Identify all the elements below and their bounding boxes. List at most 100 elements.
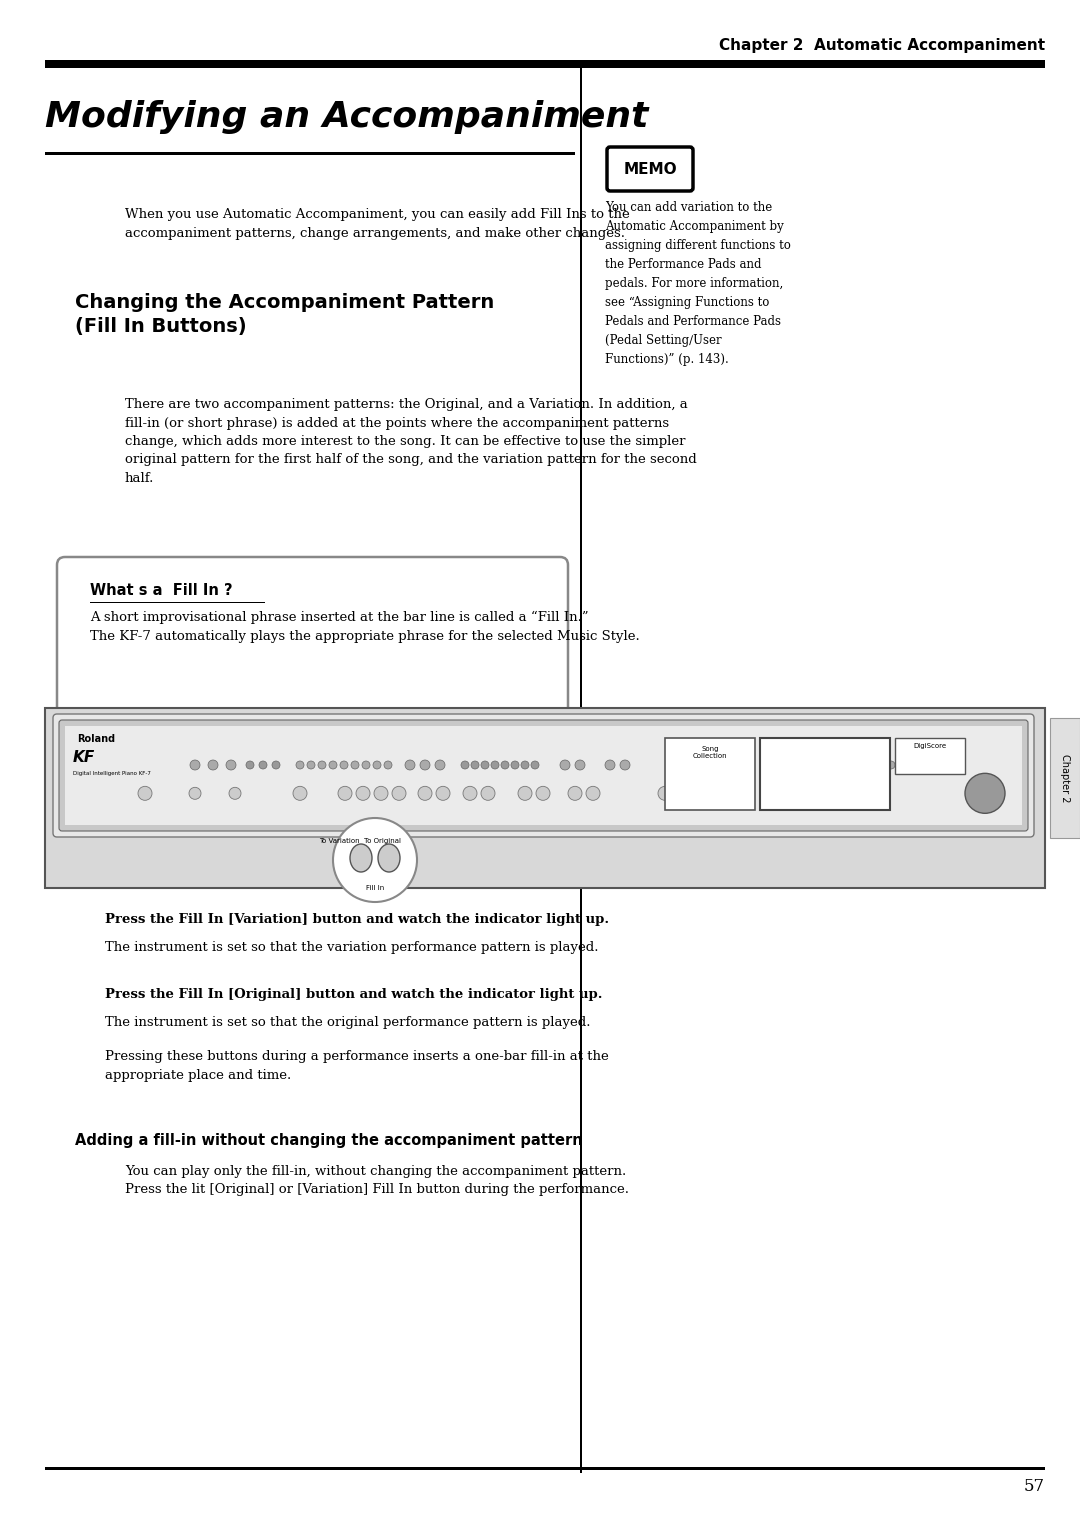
Text: You can add variation to the
Automatic Accompaniment by
assigning different func: You can add variation to the Automatic A… xyxy=(605,202,791,367)
Bar xyxy=(580,69,582,1473)
Text: Digital Intelligent Piano KF-7: Digital Intelligent Piano KF-7 xyxy=(73,772,151,776)
Circle shape xyxy=(374,787,388,801)
Text: Changing the Accompaniment Pattern
(Fill In Buttons): Changing the Accompaniment Pattern (Fill… xyxy=(75,293,495,336)
Circle shape xyxy=(189,787,201,799)
Bar xyxy=(45,60,1045,69)
Circle shape xyxy=(307,761,315,769)
Circle shape xyxy=(259,761,267,769)
Circle shape xyxy=(373,761,381,769)
Text: Song
Collection: Song Collection xyxy=(692,746,727,759)
Text: The instrument is set so that the variation performance pattern is played.: The instrument is set so that the variat… xyxy=(105,941,598,953)
Text: You can play only the fill-in, without changing the accompaniment pattern.
Press: You can play only the fill-in, without c… xyxy=(125,1164,629,1196)
Text: Fill In: Fill In xyxy=(366,885,384,891)
Circle shape xyxy=(491,761,499,769)
Text: Press the Fill In [Variation] button and watch the indicator light up.: Press the Fill In [Variation] button and… xyxy=(105,914,609,926)
Circle shape xyxy=(511,761,519,769)
Ellipse shape xyxy=(350,843,372,872)
Circle shape xyxy=(909,761,917,769)
Bar xyxy=(65,726,1022,825)
Text: 57: 57 xyxy=(1024,1478,1045,1494)
Circle shape xyxy=(605,759,615,770)
Circle shape xyxy=(208,759,218,770)
Circle shape xyxy=(851,761,859,769)
Circle shape xyxy=(575,759,585,770)
Text: Chapter 2  Automatic Accompaniment: Chapter 2 Automatic Accompaniment xyxy=(719,38,1045,53)
Circle shape xyxy=(521,761,529,769)
Circle shape xyxy=(761,761,769,769)
Circle shape xyxy=(351,761,359,769)
Circle shape xyxy=(296,761,303,769)
Text: MEMO: MEMO xyxy=(623,162,677,177)
Circle shape xyxy=(481,787,495,801)
Circle shape xyxy=(501,761,509,769)
Circle shape xyxy=(436,787,450,801)
Circle shape xyxy=(701,761,708,769)
Circle shape xyxy=(941,761,949,769)
Bar xyxy=(45,1467,1045,1470)
Circle shape xyxy=(329,761,337,769)
Text: The instrument is set so that the original performance pattern is played.: The instrument is set so that the origin… xyxy=(105,1016,591,1028)
Circle shape xyxy=(931,761,939,769)
Circle shape xyxy=(293,787,307,801)
Text: Adding a fill-in without changing the accompaniment pattern: Adding a fill-in without changing the ac… xyxy=(75,1132,583,1148)
Circle shape xyxy=(518,787,532,801)
Circle shape xyxy=(561,759,570,770)
Circle shape xyxy=(816,761,824,769)
Circle shape xyxy=(463,787,477,801)
Circle shape xyxy=(887,761,895,769)
Circle shape xyxy=(340,761,348,769)
Circle shape xyxy=(805,761,813,769)
Text: Modifying an Accompaniment: Modifying an Accompaniment xyxy=(45,99,648,134)
Circle shape xyxy=(794,761,802,769)
Text: KF: KF xyxy=(73,750,95,766)
Bar xyxy=(45,151,575,154)
Text: What s a  Fill In ?: What s a Fill In ? xyxy=(90,584,232,597)
Circle shape xyxy=(772,761,780,769)
Text: Press the Fill In [Original] button and watch the indicator light up.: Press the Fill In [Original] button and … xyxy=(105,989,603,1001)
Text: Roland: Roland xyxy=(77,733,116,744)
Circle shape xyxy=(226,759,237,770)
Circle shape xyxy=(620,759,630,770)
Circle shape xyxy=(783,761,791,769)
Circle shape xyxy=(138,787,152,801)
Circle shape xyxy=(246,761,254,769)
Circle shape xyxy=(897,761,906,769)
Text: Pressing these buttons during a performance inserts a one-bar fill-in at the
app: Pressing these buttons during a performa… xyxy=(105,1050,609,1082)
Circle shape xyxy=(362,761,370,769)
Text: A short improvisational phrase inserted at the bar line is called a “Fill In.”
T: A short improvisational phrase inserted … xyxy=(90,611,639,643)
Circle shape xyxy=(418,787,432,801)
Circle shape xyxy=(586,787,600,801)
FancyBboxPatch shape xyxy=(607,147,693,191)
Circle shape xyxy=(966,773,1005,813)
Circle shape xyxy=(190,759,200,770)
Circle shape xyxy=(384,761,392,769)
Circle shape xyxy=(272,761,280,769)
Text: To Variation  To Original: To Variation To Original xyxy=(319,837,401,843)
Circle shape xyxy=(827,761,835,769)
Circle shape xyxy=(536,787,550,801)
Text: When you use Automatic Accompaniment, you can easily add Fill Ins to the
accompa: When you use Automatic Accompaniment, yo… xyxy=(125,208,630,240)
Circle shape xyxy=(435,759,445,770)
Circle shape xyxy=(725,761,733,769)
Circle shape xyxy=(338,787,352,801)
Circle shape xyxy=(713,761,721,769)
Circle shape xyxy=(568,787,582,801)
Circle shape xyxy=(531,761,539,769)
Bar xyxy=(45,707,1045,888)
Circle shape xyxy=(356,787,370,801)
Circle shape xyxy=(318,761,326,769)
Circle shape xyxy=(876,761,885,769)
Text: Chapter 2: Chapter 2 xyxy=(1059,753,1070,802)
FancyBboxPatch shape xyxy=(57,558,568,717)
Text: There are two accompaniment patterns: the Original, and a Variation. In addition: There are two accompaniment patterns: th… xyxy=(125,397,697,484)
Circle shape xyxy=(481,761,489,769)
Bar xyxy=(895,738,966,775)
Circle shape xyxy=(392,787,406,801)
Circle shape xyxy=(471,761,480,769)
Text: DigiScore: DigiScore xyxy=(914,743,946,749)
Bar xyxy=(1050,718,1080,837)
FancyBboxPatch shape xyxy=(59,720,1028,831)
Circle shape xyxy=(229,787,241,799)
Bar xyxy=(665,738,755,810)
Circle shape xyxy=(658,787,672,801)
